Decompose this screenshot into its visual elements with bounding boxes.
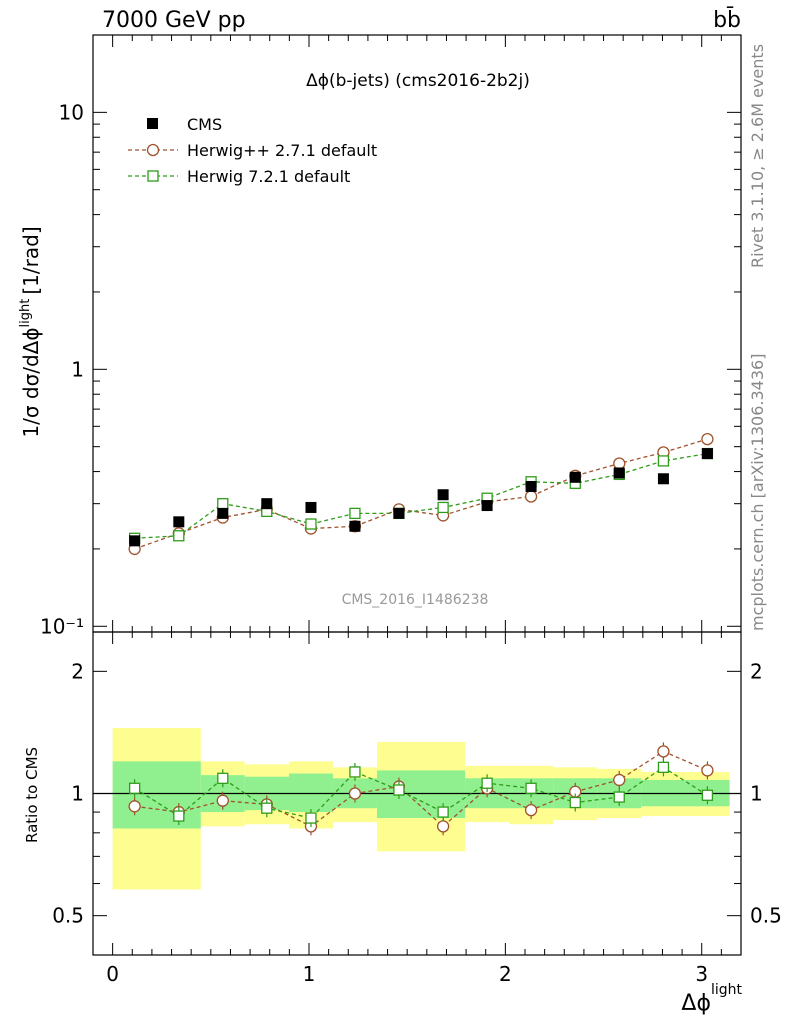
main-point-2-11 [613,467,625,479]
ratio-point-0-2 [216,794,229,807]
ratio-ytick-label-r-1: 1 [750,782,763,806]
ratio-point-1-11 [613,791,625,803]
main-point-2-13 [701,448,713,460]
main-point-1-7 [437,501,449,514]
main-point-1-1 [173,530,185,542]
ratio-point-1-7 [437,806,449,818]
ratio-ytick-label-l-1: 1 [71,782,84,806]
legend-marker-herwigpp [146,143,160,157]
main-point-2-2 [217,507,229,519]
ratio-ytick-label-r-0: 0.5 [750,904,782,928]
ratio-band-inner-3 [288,773,333,813]
main-point-2-1 [173,516,185,528]
ratio-point-0-7 [436,820,450,833]
main-point-2-5 [349,520,361,532]
ratio-point-0-13 [701,764,714,777]
x-tick-label-1: 1 [303,962,316,986]
ratio-line-0 [134,750,708,828]
y-axis-label-unit: [1/rad] [19,226,43,294]
watermark: CMS_2016_I1486238 [342,592,489,608]
ratio-point-1-4 [305,812,317,824]
main-line-1 [134,452,708,539]
legend-label-herwig7: Herwig 7.2.1 default [187,167,350,186]
ratio-point-0-12 [657,745,670,758]
legend-entry-herwig7: Herwig 7.2.1 default [128,167,350,186]
ratio-ytick-label-r-2: 2 [750,659,763,683]
ratio-ytick-label-l-2: 2 [71,659,84,683]
legend-marker-herwig7 [147,170,159,182]
ratio-point-1-2 [217,772,229,784]
ratio-point-0-5 [348,787,362,800]
y-axis-label-main: 1/σ dσ/dΔϕ [19,327,43,437]
legend-marker-cms [147,118,158,129]
ratio-point-1-9 [525,782,537,794]
main-point-1-12 [657,455,670,467]
y-tick-label-0: 10⁻¹ [40,614,84,638]
x-tick-label-0: 0 [106,962,119,986]
ratio-point-1-5 [349,766,361,778]
ratio-series [128,742,714,836]
rivet-version-label: Rivet 3.1.10, ≥ 2.6M events [748,43,767,268]
x-axis-label: Δϕlight [681,982,742,1016]
main-series [128,432,714,556]
header-right: bb̄ [713,7,741,33]
ratio-ytick-label-l-0: 0.5 [52,904,84,928]
main-point-0-13 [701,432,714,446]
ratio-point-0-11 [613,773,626,787]
ratio-point-1-10 [569,796,581,809]
legend-label-herwigpp: Herwig++ 2.7.1 default [187,141,377,160]
main-point-2-10 [569,471,581,483]
legend: CMS Herwig++ 2.7.1 default Herwig 7.2.1 … [128,115,377,186]
axes: 0 1 2 3 10⁻¹ 1 10 0.5 0.5 1 1 2 2 [40,34,782,986]
main-point-2-0 [129,535,141,547]
ratio-point-0-0 [128,800,141,813]
main-point-2-3 [261,498,273,510]
main-point-0-11 [613,457,626,470]
ratio-band-inner-5 [376,770,466,819]
legend-entry-herwigpp: Herwig++ 2.7.1 default [128,141,377,160]
ratio-point-1-12 [657,761,670,773]
main-line-0 [134,438,708,550]
main-point-2-6 [393,507,405,519]
x-tick-label-3: 3 [695,962,708,986]
main-point-2-7 [437,489,449,501]
y-tick-label-1: 1 [71,357,84,381]
ratio-point-1-6 [393,784,405,796]
y-axis-label-sup: light [18,299,33,328]
ratio-point-1-13 [701,789,714,801]
ratio-point-0-9 [524,803,538,817]
main-point-2-12 [657,473,669,485]
ratio-point-1-3 [261,802,273,814]
x-tick-label-2: 2 [499,962,512,986]
header-left: 7000 GeV pp [102,8,246,33]
legend-label-cms: CMS [187,115,222,134]
ratio-point-1-8 [481,777,493,789]
ratio-band-inner-0 [112,761,201,829]
ratio-y-label: Ratio to CMS [23,747,41,843]
ratio-point-1-0 [128,782,141,794]
plot-title: Δϕ(b-jets) (cms2016-2b2j) [306,71,530,91]
main-point-2-8 [481,500,493,512]
ratio-point-1-1 [173,810,185,822]
main-point-2-9 [525,480,537,492]
main-point-1-2 [217,498,229,510]
main-point-0-9 [524,490,538,503]
x-axis-label-sup: light [711,982,743,998]
y-axis-label: 1/σ dσ/dΔϕlight [1/rad] [18,226,43,437]
main-point-1-4 [305,518,317,530]
main-point-2-4 [305,501,317,513]
ratio-line-1 [134,766,708,819]
x-axis-label-main: Δϕ [681,991,711,1016]
main-point-1-5 [349,507,361,520]
y-tick-label-2: 10 [59,100,84,124]
legend-entry-cms: CMS [147,115,222,134]
mcplots-label: mcplots.cern.ch [arXiv:1306.3436] [748,353,767,631]
